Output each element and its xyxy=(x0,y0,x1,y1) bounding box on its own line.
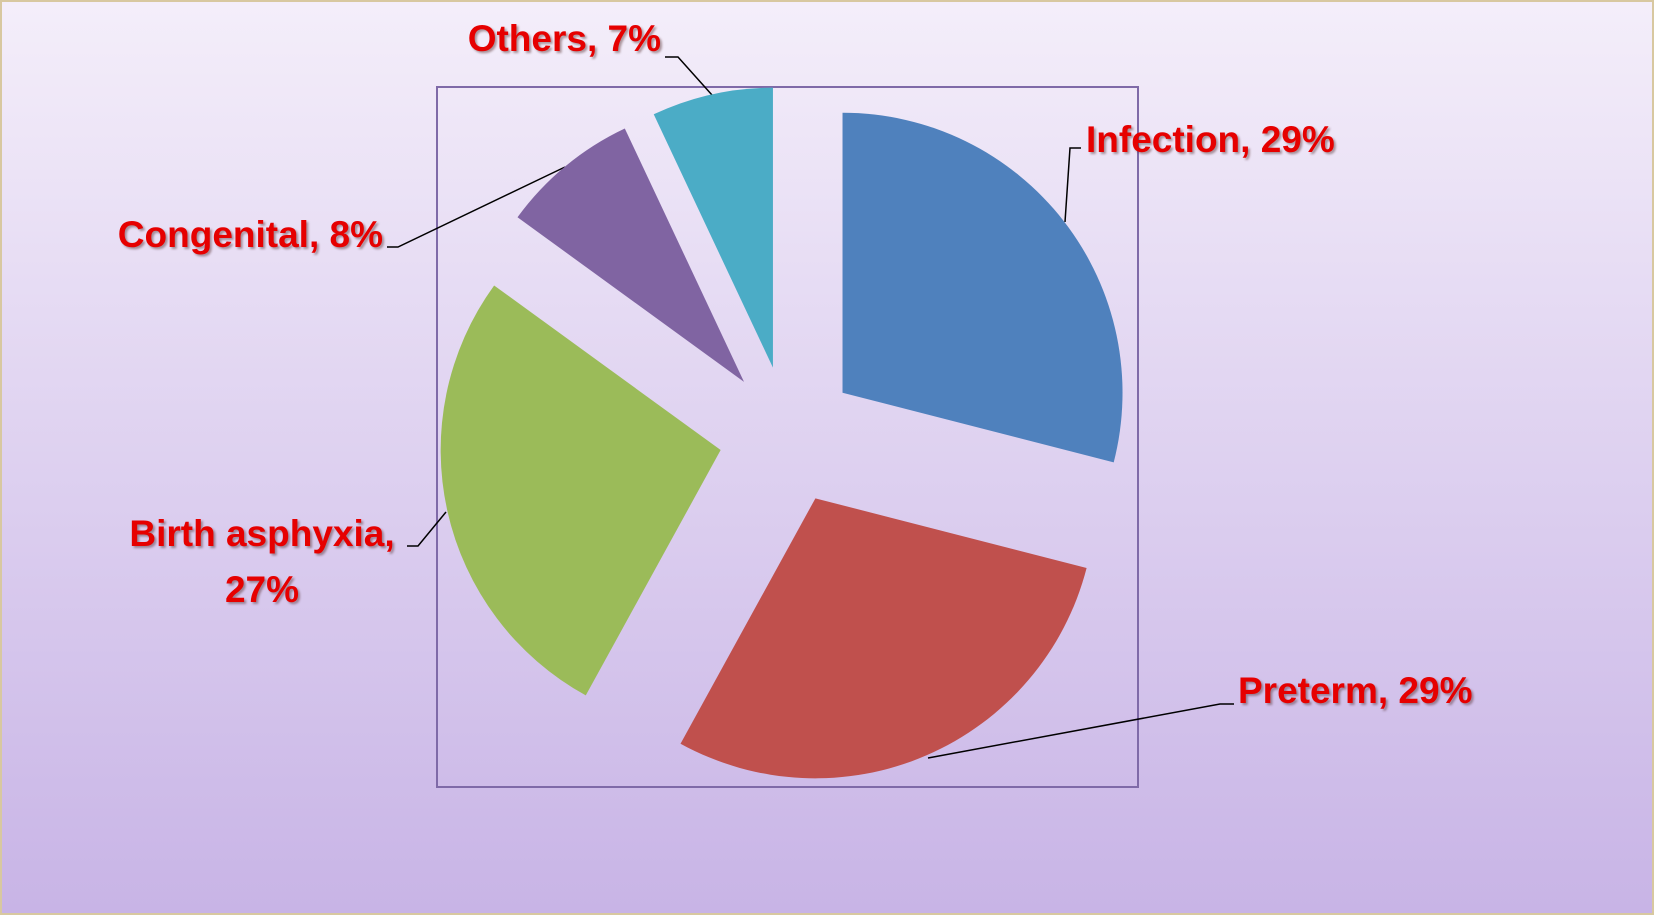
leader-lines xyxy=(387,56,1234,759)
data-label: Congenital, 8% xyxy=(117,214,383,255)
data-label: Others, 7% xyxy=(467,18,661,59)
pie-slice xyxy=(517,128,745,382)
leader-line xyxy=(387,166,566,248)
leader-line xyxy=(665,56,713,96)
leader-line xyxy=(927,703,1234,759)
leader-line xyxy=(1064,147,1081,223)
pie-slice xyxy=(653,87,773,368)
pie-slice xyxy=(680,498,1087,779)
data-label: Birth asphyxia, 27% xyxy=(129,513,395,610)
leader-line xyxy=(407,511,447,547)
pie-slice xyxy=(440,285,721,696)
plot-area xyxy=(436,86,1139,788)
slices xyxy=(440,87,1123,779)
pie-slice xyxy=(842,112,1123,463)
data-label: Infection, 29% xyxy=(1086,119,1335,160)
data-label: Preterm, 29% xyxy=(1238,670,1473,711)
